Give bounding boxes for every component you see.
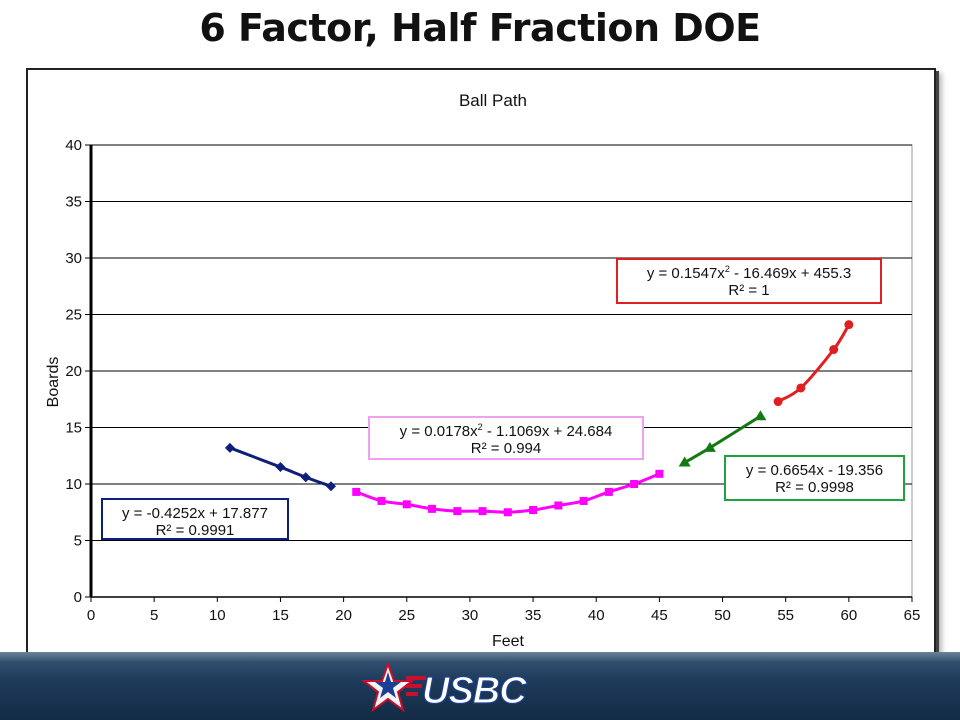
trendline-equation-box-green: y = 0.6654x - 19.356 R² = 0.9998 <box>724 455 905 501</box>
data-point <box>579 496 588 505</box>
slide-title: 6 Factor, Half Fraction DOE <box>199 6 761 50</box>
data-point <box>453 507 462 516</box>
data-point <box>224 442 235 453</box>
y-tick-label: 10 <box>65 476 82 493</box>
data-point <box>796 383 806 393</box>
axes: 0 5 10 15 20 25 30 35 40 0 5 10 15 20 25 30 35 40 45 50 55 60… <box>65 137 920 624</box>
series-2 <box>678 410 767 467</box>
data-series <box>224 320 854 517</box>
y-tick-label: 35 <box>65 194 82 211</box>
x-tick-label: 65 <box>904 607 921 624</box>
trendline-equation: y = 0.1547x2 - 16.469x + 455.3 <box>646 264 852 282</box>
trendline-equation: y = -0.4252x + 17.877 <box>122 505 268 522</box>
data-point <box>352 487 361 496</box>
series-0 <box>224 442 336 492</box>
x-tick-label: 15 <box>272 607 289 624</box>
x-tick-label: 45 <box>651 607 668 624</box>
data-point <box>300 472 311 483</box>
data-point <box>829 345 839 355</box>
data-point <box>844 320 854 330</box>
x-tick-label: 50 <box>714 607 731 624</box>
data-point <box>554 501 563 510</box>
chart-frame: Ball Path 0 5 10 15 20 25 30 35 40 0 5 10 15 20 25 30 35… <box>26 68 936 662</box>
trendline-r-squared: R² = 1 <box>728 282 770 299</box>
x-axis-label: Feet <box>492 633 525 650</box>
data-point <box>503 508 512 517</box>
series-3 <box>773 320 854 407</box>
series-line <box>228 446 333 488</box>
x-tick-label: 10 <box>209 607 226 624</box>
x-tick-label: 0 <box>87 607 95 624</box>
trendline-equation: y = 0.6654x - 19.356 <box>745 462 884 479</box>
data-point <box>275 462 286 473</box>
x-tick-label: 30 <box>462 607 479 624</box>
data-point <box>402 500 411 509</box>
footer-sheen <box>0 652 960 662</box>
data-point <box>604 487 613 496</box>
trendline-r-squared: R² = 0.9991 <box>155 522 235 539</box>
x-tick-label: 40 <box>588 607 605 624</box>
y-axis-label: Boards <box>45 357 62 408</box>
series-line <box>776 323 851 404</box>
trendline-r-squared: R² = 0.994 <box>470 440 542 457</box>
y-tick-label: 25 <box>65 307 82 324</box>
footer-bar <box>0 652 960 720</box>
data-point <box>754 410 767 421</box>
star-icon <box>361 660 415 713</box>
data-point <box>773 397 783 407</box>
trendline-equation-box-blue: y = -0.4252x + 17.877 R² = 0.9991 <box>101 498 289 540</box>
x-tick-label: 60 <box>841 607 858 624</box>
y-tick-label: 40 <box>65 137 82 154</box>
trendline-r-squared: R² = 0.9998 <box>775 479 854 496</box>
x-tick-label: 25 <box>398 607 415 624</box>
y-tick-label: 0 <box>74 589 82 606</box>
x-tick-label: 20 <box>335 607 352 624</box>
x-tick-label: 5 <box>150 607 158 624</box>
data-point <box>678 456 691 467</box>
logo-stripe <box>406 676 426 680</box>
trendline-equation-box-red: y = 0.1547x2 - 16.469x + 455.3 R² = 1 <box>616 258 882 304</box>
logo-stripe <box>406 684 422 688</box>
x-tick-label: 35 <box>525 607 542 624</box>
logo-text: USBC <box>422 670 527 712</box>
data-point <box>529 505 538 514</box>
usbc-logo: USBC <box>361 660 529 713</box>
data-point <box>703 441 716 452</box>
x-tick-label: 55 <box>777 607 794 624</box>
trendline-equation-box-magenta: y = 0.0178x2 - 1.1069x + 24.684 R² = 0.9… <box>368 416 644 460</box>
chart-title: Ball Path <box>459 91 527 110</box>
logo-stripe <box>406 692 418 696</box>
ball-path-chart: Ball Path 0 5 10 15 20 25 30 35 40 0 5 10 15 20 25 30 35… <box>45 91 920 650</box>
y-tick-label: 20 <box>65 363 82 380</box>
data-point <box>325 481 336 492</box>
y-tick-label: 30 <box>65 250 82 267</box>
data-point <box>655 469 664 478</box>
y-tick-label: 15 <box>65 420 82 437</box>
series-1 <box>352 469 664 517</box>
data-point <box>428 504 437 513</box>
data-point <box>630 480 639 488</box>
y-tick-label: 5 <box>74 533 82 550</box>
trendline-equation: y = 0.0178x2 - 1.1069x + 24.684 <box>399 422 613 440</box>
data-point <box>478 507 487 516</box>
data-point <box>377 496 386 505</box>
